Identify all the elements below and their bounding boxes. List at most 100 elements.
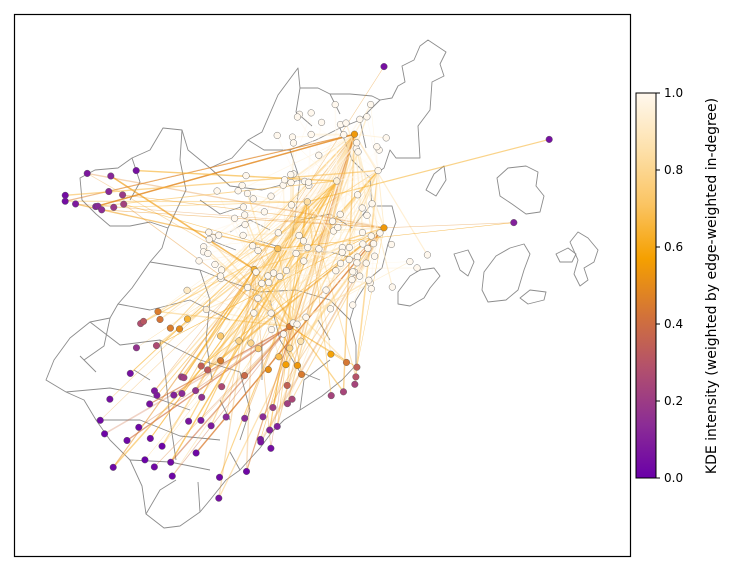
network-node <box>106 395 114 403</box>
island-8 <box>425 165 447 197</box>
network-node <box>110 203 118 211</box>
colorbar-tick-label: 0.8 <box>664 163 683 177</box>
network-node <box>356 115 364 123</box>
network-edge <box>276 135 308 203</box>
network-node <box>305 178 313 186</box>
network-node <box>254 247 262 255</box>
network-node <box>293 320 301 328</box>
network-node <box>300 257 308 265</box>
network-edge <box>292 227 385 324</box>
network-node <box>373 143 381 151</box>
network-node <box>382 134 390 142</box>
network-node <box>281 176 289 184</box>
network-node <box>217 272 225 280</box>
colorbar-tick-label: 0.4 <box>664 317 683 331</box>
network-node <box>329 217 337 225</box>
network-edge <box>149 326 290 405</box>
network-edge <box>65 169 379 197</box>
network-edge <box>354 133 428 256</box>
network-edge <box>277 247 350 261</box>
network-node <box>258 279 266 287</box>
network-node <box>222 413 230 421</box>
colorbar-gradient <box>635 92 657 479</box>
network-node <box>235 337 243 345</box>
network-edge <box>305 134 355 318</box>
network-edge <box>253 312 290 327</box>
network-edge <box>65 200 308 203</box>
network-edge <box>171 170 379 477</box>
network-node <box>287 179 295 187</box>
network-edge <box>161 201 308 447</box>
network-edge <box>277 118 361 250</box>
network-node <box>176 325 184 333</box>
network-edge <box>237 133 355 192</box>
network-node <box>273 131 281 139</box>
network-edge <box>170 326 291 463</box>
network-edge <box>186 290 290 327</box>
network-edge <box>253 66 385 270</box>
network-node <box>358 204 366 212</box>
network-node <box>336 210 344 218</box>
network-node <box>353 139 361 147</box>
network-node <box>205 228 213 236</box>
network-node <box>241 221 249 229</box>
network-edge <box>122 194 385 229</box>
network-node <box>380 63 388 71</box>
network-node <box>288 133 296 141</box>
network-node <box>197 416 205 424</box>
network-node <box>150 463 158 471</box>
network-node <box>140 317 148 325</box>
network-node <box>254 345 262 353</box>
network-edge <box>289 326 347 363</box>
region-outlines <box>45 39 599 529</box>
network-edge <box>289 235 372 328</box>
network-node <box>292 249 300 257</box>
network-node <box>275 353 283 361</box>
network-node <box>340 131 348 139</box>
network-node <box>152 342 160 350</box>
network-edge <box>306 201 332 396</box>
network-node <box>205 235 213 243</box>
network-edge <box>198 248 278 262</box>
network-node <box>286 344 294 352</box>
network-node <box>192 449 200 457</box>
network-node <box>154 308 162 316</box>
network-node <box>345 256 353 264</box>
network-node <box>168 472 176 480</box>
network-edge <box>123 203 290 327</box>
network-edge <box>336 169 379 182</box>
network-node <box>283 400 291 408</box>
network-edge <box>277 185 310 249</box>
network-node <box>297 337 305 345</box>
network-edge <box>136 269 255 348</box>
network-node <box>264 366 272 374</box>
network-edge <box>286 201 309 386</box>
network-node <box>358 229 366 237</box>
network-edge <box>307 138 550 203</box>
colorbar-label: KDE intensity (weighted by edge-weighted… <box>704 98 720 474</box>
network-edge <box>201 248 278 398</box>
network-node <box>267 444 275 452</box>
network-node <box>349 301 357 309</box>
network-node <box>101 430 109 438</box>
network-node <box>303 198 311 206</box>
network-node <box>238 181 246 189</box>
network-node <box>304 243 312 251</box>
network-edge <box>289 180 338 327</box>
network-edge <box>219 180 338 478</box>
network-edge <box>220 201 308 279</box>
network-edge <box>307 155 320 202</box>
network-node <box>259 413 267 421</box>
network-node <box>280 330 288 338</box>
network-edges <box>65 66 550 499</box>
network-node <box>353 253 361 261</box>
network-node <box>197 362 205 370</box>
network-edge <box>253 269 260 349</box>
network-edge <box>104 325 290 435</box>
network-node <box>270 269 278 277</box>
island-5 <box>519 289 547 305</box>
network-node <box>83 169 91 177</box>
network-node <box>337 259 345 267</box>
network-edge <box>299 113 379 172</box>
network-node <box>207 422 215 430</box>
